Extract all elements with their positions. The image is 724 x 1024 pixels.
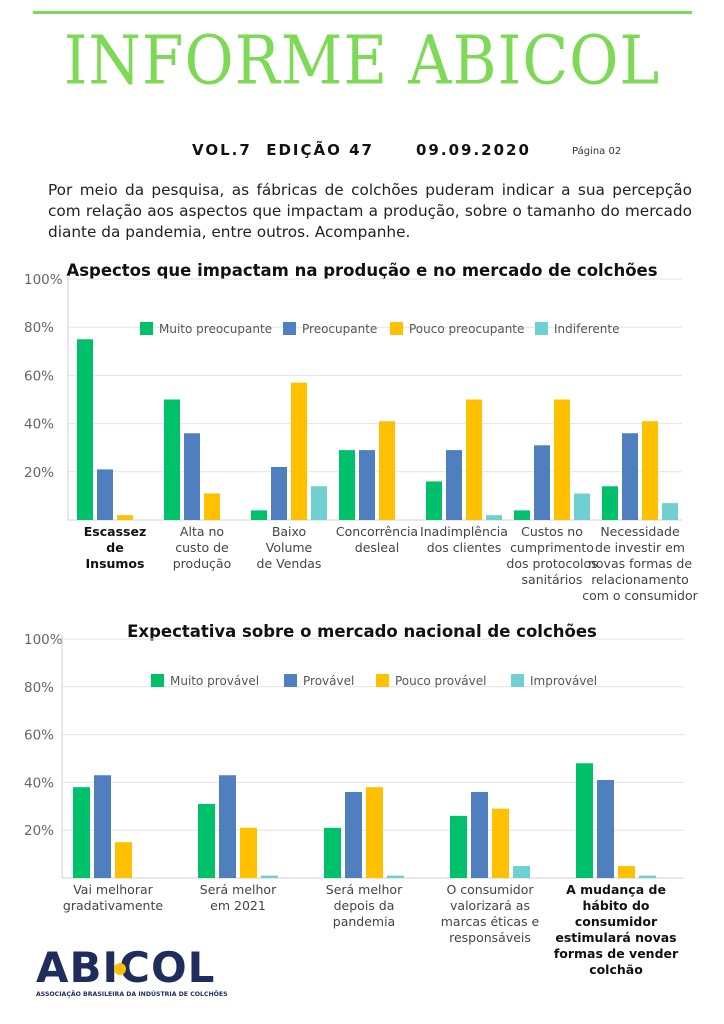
- category-label: Custos no cumprimento dos protocolos sanitá…: [506, 524, 597, 587]
- bar: [597, 780, 614, 878]
- bar: [345, 791, 362, 878]
- legend-swatch: [535, 322, 548, 335]
- legend-swatch: [284, 674, 297, 687]
- bar: [94, 775, 111, 878]
- legend-label: Muito provável: [170, 674, 259, 688]
- legend-swatch: [151, 674, 164, 687]
- bar: [271, 466, 287, 520]
- bar: [534, 445, 550, 520]
- legend-label: Improvável: [530, 674, 597, 688]
- bar: [639, 875, 656, 878]
- legend-label: Pouco provável: [395, 674, 486, 688]
- category-label: Baixo Volume de Vendas: [257, 524, 322, 571]
- issue-number: VOL.7 EDIÇÃO 47: [192, 141, 374, 159]
- bar: [117, 515, 133, 520]
- header-divider: [33, 11, 692, 14]
- bar: [339, 450, 355, 520]
- legend-swatch: [511, 674, 524, 687]
- bar: [622, 433, 638, 520]
- bar: [291, 382, 307, 520]
- abicol-logo-mark: ABICOL ASSOCIAÇÃO BRASILEIRA DA INDÚSTRI…: [36, 943, 228, 998]
- bar: [513, 866, 530, 878]
- bar: [426, 481, 442, 520]
- legend-label: Indiferente: [554, 322, 619, 336]
- category-label: Escassez de Insumos: [84, 524, 146, 571]
- bar: [486, 515, 502, 520]
- bar: [618, 866, 635, 878]
- category-label: O consumidor valorizará as marcas éticas e…: [441, 882, 540, 945]
- bar: [576, 763, 593, 878]
- bar: [379, 421, 395, 520]
- bar: [387, 875, 404, 878]
- category-label: Será melhor depois da pandemia: [326, 882, 403, 929]
- legend-swatch: [283, 322, 296, 335]
- y-tick-label: 80%: [24, 320, 54, 336]
- bar: [324, 827, 341, 878]
- bar: [184, 433, 200, 520]
- bar: [115, 842, 132, 878]
- page-title: INFORME ABICOL: [63, 22, 661, 101]
- y-tick-label: 20%: [24, 823, 54, 839]
- legend-swatch: [140, 322, 153, 335]
- bar: [471, 791, 488, 878]
- bar: [97, 469, 113, 520]
- bar: [514, 510, 530, 520]
- y-tick-label: 100%: [24, 272, 63, 288]
- bar: [73, 787, 90, 878]
- bar: [164, 399, 180, 520]
- category-label: Inadimplência dos clientes: [420, 524, 508, 555]
- category-label: Necessidade de investir em novas formas de…: [582, 524, 698, 603]
- bar: [602, 486, 618, 520]
- bar: [77, 339, 93, 520]
- bar: [662, 503, 678, 520]
- y-tick-label: 60%: [24, 728, 54, 744]
- intro-paragraph: Por meio da pesquisa, as fábricas de col…: [48, 181, 692, 241]
- chart-expectativa-mercado: 100% 80% 60% 40% 20% Muito provável Provável Po…: [24, 632, 684, 977]
- bar: [251, 510, 267, 520]
- logo-subtitle: ASSOCIAÇÃO BRASILEIRA DA INDÚSTRIA DE CO…: [36, 989, 228, 998]
- bar: [198, 803, 215, 878]
- page-number: Página 02: [572, 146, 622, 157]
- logo-dot-yellow: [114, 963, 126, 975]
- issue-date: 09.09.2020: [416, 141, 531, 159]
- category-label: Concorrência desleal: [336, 524, 418, 555]
- chart-aspectos-producao: 100% 80% 60% 40% 20% Muito preocupante Preocup…: [24, 272, 699, 603]
- chart-2-title: Expectativa sobre o mercado nacional de …: [127, 622, 597, 641]
- y-tick-label: 40%: [24, 775, 54, 791]
- bar: [492, 808, 509, 878]
- y-tick-label: 40%: [24, 417, 54, 433]
- abicol-logo: ABICOL ASSOCIAÇÃO BRASILEIRA DA INDÚSTRI…: [36, 943, 236, 1000]
- bar: [240, 827, 257, 878]
- legend-label: Preocupante: [302, 322, 377, 336]
- bar: [642, 421, 658, 520]
- bar: [466, 399, 482, 520]
- y-tick-label: 20%: [24, 465, 54, 481]
- bar: [311, 486, 327, 520]
- bar: [554, 399, 570, 520]
- y-tick-label: 100%: [24, 632, 63, 648]
- bar: [261, 875, 278, 878]
- category-label: Será melhor em 2021: [200, 882, 277, 913]
- bar: [574, 493, 590, 520]
- bar: [359, 450, 375, 520]
- legend-label: Muito preocupante: [159, 322, 272, 336]
- legend-swatch: [390, 322, 403, 335]
- legend-swatch: [376, 674, 389, 687]
- bar: [446, 450, 462, 520]
- y-tick-label: 80%: [24, 680, 54, 696]
- category-label: Alta no custo de produção: [173, 524, 231, 571]
- bar: [219, 775, 236, 878]
- legend-label: Pouco preocupante: [409, 322, 524, 336]
- chart-1-title: Aspectos que impactam na produção e no m…: [66, 261, 658, 280]
- bar: [204, 493, 220, 520]
- bar: [450, 815, 467, 878]
- bar: [366, 787, 383, 878]
- y-tick-label: 60%: [24, 368, 54, 384]
- category-label: A mudança de hábito do consumidor estimular…: [554, 882, 679, 977]
- category-label: Vai melhorar gradativamente: [63, 882, 163, 913]
- legend-label: Provável: [303, 674, 354, 688]
